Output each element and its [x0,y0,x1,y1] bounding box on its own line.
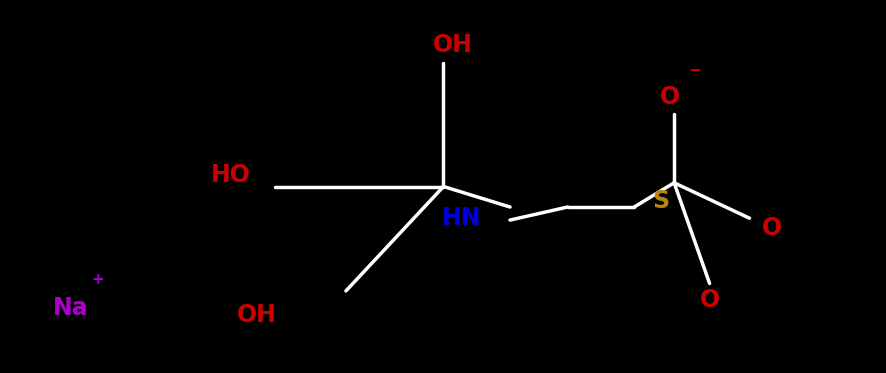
Text: −: − [688,63,700,78]
Text: HO: HO [211,163,250,187]
Text: O: O [761,216,781,239]
Text: +: + [91,272,104,287]
Text: OH: OH [237,303,276,327]
Text: O: O [659,85,679,109]
Text: S: S [651,189,669,213]
Text: Na: Na [53,296,89,320]
Text: OH: OH [432,33,471,57]
Text: O: O [699,288,719,312]
Text: HN: HN [441,206,480,230]
